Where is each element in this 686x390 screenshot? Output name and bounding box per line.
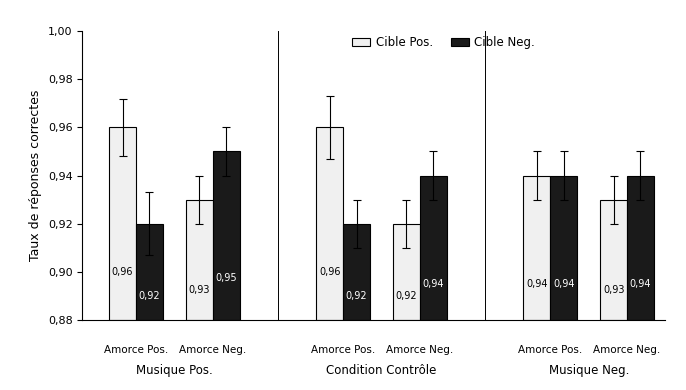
Text: Musique Pos.: Musique Pos. [136, 364, 213, 377]
Text: 0,94: 0,94 [630, 279, 651, 289]
Text: 0,93: 0,93 [189, 285, 210, 295]
Text: 0,94: 0,94 [423, 279, 444, 289]
Text: 0,93: 0,93 [603, 285, 624, 295]
Bar [600, 200, 627, 320]
Bar [213, 151, 239, 320]
Y-axis label: Taux de réponses correctes: Taux de réponses correctes [29, 90, 43, 261]
Text: Condition Contrôle: Condition Contrôle [327, 364, 437, 377]
Text: 0,92: 0,92 [396, 291, 417, 301]
Text: Amorce Pos.: Amorce Pos. [104, 345, 168, 355]
Text: 0,94: 0,94 [553, 279, 574, 289]
Bar [550, 176, 577, 320]
Bar [136, 223, 163, 320]
Bar [627, 176, 654, 320]
Text: Amorce Neg.: Amorce Neg. [593, 345, 661, 355]
Text: 0,96: 0,96 [112, 267, 133, 277]
Text: Amorce Pos.: Amorce Pos. [311, 345, 375, 355]
Legend: Cible Pos., Cible Neg.: Cible Pos., Cible Neg. [348, 31, 540, 54]
Text: 0,95: 0,95 [215, 273, 237, 283]
Text: Amorce Pos.: Amorce Pos. [518, 345, 582, 355]
Text: 0,92: 0,92 [139, 291, 161, 301]
Bar [343, 223, 370, 320]
Text: Amorce Neg.: Amorce Neg. [386, 345, 453, 355]
Text: Musique Neg.: Musique Neg. [549, 364, 629, 377]
Text: 0,94: 0,94 [526, 279, 547, 289]
Bar [523, 176, 550, 320]
Bar [109, 128, 136, 320]
Bar [316, 128, 343, 320]
Text: 0,92: 0,92 [346, 291, 368, 301]
Bar [186, 200, 213, 320]
Text: Amorce Neg.: Amorce Neg. [179, 345, 246, 355]
Text: 0,96: 0,96 [319, 267, 340, 277]
Bar [420, 176, 447, 320]
Bar [393, 223, 420, 320]
